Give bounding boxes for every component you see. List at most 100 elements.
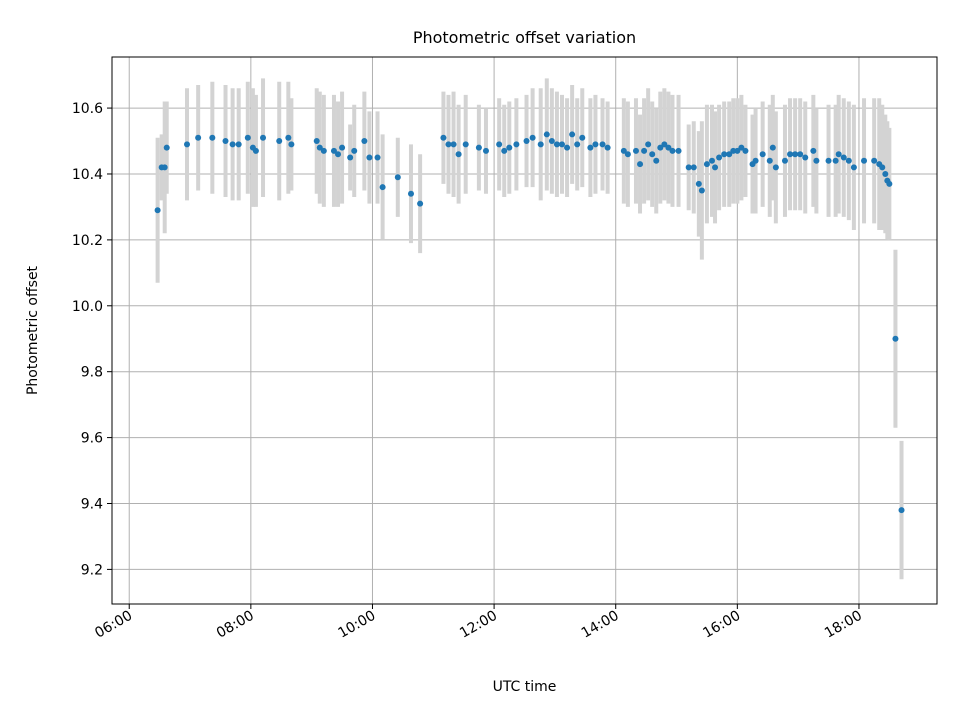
data-point <box>587 144 594 151</box>
y-tick-label: 9.2 <box>81 562 103 578</box>
data-point <box>698 187 705 194</box>
data-point <box>288 141 295 148</box>
data-point <box>513 141 520 148</box>
data-point <box>482 147 489 154</box>
data-point <box>361 138 368 145</box>
data-point <box>641 147 648 154</box>
data-point <box>154 207 161 214</box>
data-point <box>574 141 581 148</box>
data-point <box>161 164 168 171</box>
data-point <box>709 157 715 164</box>
data-point <box>394 174 401 181</box>
data-point <box>759 151 766 158</box>
data-point <box>496 141 503 148</box>
y-tick-label: 10.0 <box>72 299 103 315</box>
data-point <box>802 154 809 161</box>
data-point <box>861 157 868 164</box>
data-point <box>559 141 565 148</box>
data-point <box>632 147 639 154</box>
data-point <box>665 144 672 151</box>
data-point <box>569 131 576 138</box>
data-point <box>450 141 457 148</box>
data-point <box>637 161 644 168</box>
y-axis-label: Photometric offset <box>25 265 41 395</box>
data-point <box>592 141 599 148</box>
data-point <box>813 157 820 164</box>
data-point <box>766 157 773 164</box>
data-point <box>604 144 611 151</box>
data-point <box>840 154 847 161</box>
data-point <box>506 144 513 151</box>
data-point <box>769 144 776 151</box>
data-point <box>209 134 216 141</box>
data-point <box>195 134 202 141</box>
data-point <box>553 141 560 148</box>
data-point <box>726 151 733 158</box>
data-point <box>455 151 462 158</box>
chart-title: Photometric offset variation <box>413 28 636 47</box>
data-point <box>285 134 292 141</box>
y-tick-label: 9.6 <box>81 431 103 447</box>
y-tick-label: 10.2 <box>72 233 103 249</box>
data-point <box>892 335 899 342</box>
data-point <box>235 141 242 148</box>
data-point <box>845 157 852 164</box>
data-point <box>330 147 337 154</box>
data-point <box>657 144 664 151</box>
data-point <box>579 134 586 141</box>
data-point <box>690 164 697 171</box>
plot-frame <box>111 56 938 605</box>
data-point <box>276 138 283 145</box>
y-tick-label: 10.6 <box>72 101 103 117</box>
data-point <box>716 154 723 161</box>
data-point <box>564 144 571 151</box>
data-point <box>797 151 804 158</box>
data-point <box>661 141 668 148</box>
data-point <box>537 141 544 148</box>
y-axis-ticks: 9.2 9.4 9.6 9.8 10.0 10.2 10.4 10.6 <box>72 101 112 578</box>
data-point <box>445 141 452 148</box>
data-point <box>529 134 536 141</box>
data-point <box>734 147 741 154</box>
data-point <box>252 147 259 154</box>
data-point <box>898 507 905 514</box>
data-point <box>882 170 889 177</box>
data-point <box>379 184 386 191</box>
data-point <box>599 141 606 148</box>
data-point <box>523 138 530 145</box>
data-point <box>781 157 788 164</box>
data-point <box>624 151 631 158</box>
data-points <box>154 131 905 514</box>
data-point <box>685 164 692 171</box>
data-point <box>742 147 749 154</box>
data-point <box>351 147 358 154</box>
data-point <box>501 147 508 154</box>
data-point <box>703 161 710 168</box>
data-point <box>871 157 878 164</box>
data-point <box>244 134 251 141</box>
data-point <box>407 190 414 197</box>
data-point <box>260 134 267 141</box>
data-point <box>653 157 660 164</box>
data-point <box>620 147 627 154</box>
data-point <box>738 144 745 151</box>
data-point <box>835 151 842 158</box>
y-tick-label: 10.4 <box>72 167 103 183</box>
data-point <box>366 154 373 161</box>
y-tick-label: 9.4 <box>81 496 103 512</box>
data-point <box>313 138 320 145</box>
data-point <box>752 157 759 164</box>
data-point <box>184 141 190 148</box>
data-point <box>712 164 719 171</box>
y-tick-label: 9.8 <box>81 365 103 381</box>
data-point <box>675 147 682 154</box>
data-point <box>879 164 886 171</box>
data-point <box>229 141 236 148</box>
data-point <box>417 200 424 207</box>
data-point <box>462 141 469 148</box>
data-point <box>163 144 170 151</box>
data-point <box>645 141 652 148</box>
data-point <box>222 138 229 145</box>
data-point <box>772 164 779 171</box>
